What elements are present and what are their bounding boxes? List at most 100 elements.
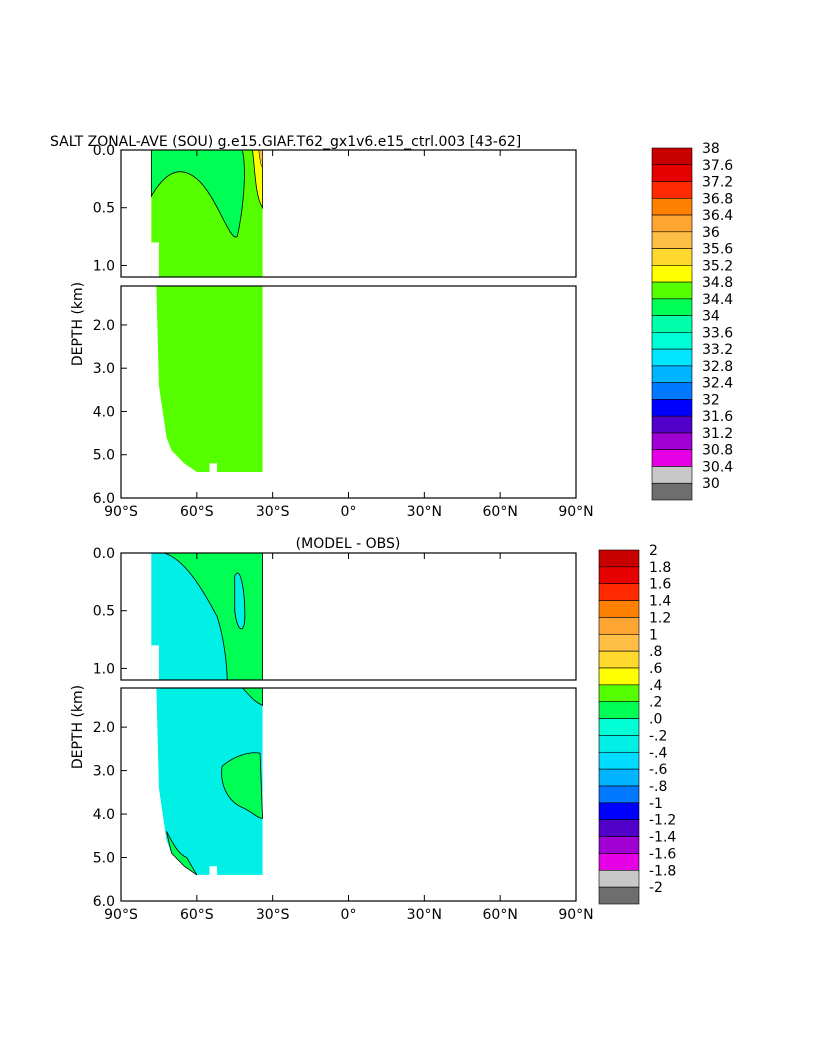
colorbar-swatch bbox=[651, 348, 693, 367]
colorbar-swatch bbox=[598, 768, 640, 787]
colorbar-swatch bbox=[651, 365, 693, 383]
colorbar-label: 33.6 bbox=[702, 325, 733, 341]
colorbar-swatch bbox=[651, 315, 693, 333]
x-tick-label: 0° bbox=[341, 907, 357, 923]
colorbar-label: 37.6 bbox=[702, 158, 733, 174]
colorbar-label: 38 bbox=[702, 141, 720, 157]
y-axis-label: DEPTH (km) bbox=[70, 685, 86, 769]
field-layer bbox=[151, 552, 263, 876]
x-axis: 90°S 60°S 30°S 0° 30°N 60°N 90°N bbox=[104, 553, 594, 923]
y-tick-label: 3.0 bbox=[93, 764, 115, 780]
colorbar-swatch bbox=[651, 298, 693, 316]
colorbar-label: 36.4 bbox=[702, 208, 733, 224]
colorbar-swatch bbox=[598, 617, 640, 635]
colorbar-label: 32.8 bbox=[702, 359, 733, 375]
colorbar-label: -.6 bbox=[649, 762, 668, 778]
colorbar-swatch bbox=[651, 248, 693, 266]
colorbar-swatch bbox=[598, 566, 640, 585]
colorbar-label: 1.4 bbox=[649, 594, 671, 610]
colorbar-swatch bbox=[651, 449, 693, 467]
colorbar-label: 34.4 bbox=[702, 292, 733, 308]
x-tick-label: 60°N bbox=[483, 504, 518, 520]
colorbar-label: 1 bbox=[649, 627, 658, 643]
colorbar-swatch bbox=[598, 886, 640, 905]
colorbar-label: 33.2 bbox=[702, 342, 733, 358]
y-tick-label: 0.5 bbox=[93, 201, 115, 217]
colorbar-swatch bbox=[598, 549, 640, 568]
y-tick-label: 1.0 bbox=[93, 258, 115, 274]
x-tick-label: 90°N bbox=[558, 907, 593, 923]
y-tick-label: 2.0 bbox=[93, 318, 115, 334]
colorbar-swatch bbox=[651, 281, 693, 300]
colorbar-label: .0 bbox=[649, 712, 662, 728]
panel-title: (MODEL - OBS) bbox=[296, 536, 401, 552]
colorbar-label: 2 bbox=[649, 543, 658, 559]
y-tick-label: 1.0 bbox=[93, 661, 115, 677]
x-tick-label: 60°S bbox=[180, 907, 214, 923]
y-axis: 0.0 0.5 1.0 2.0 3.0 4.0 5.0 6.0 DEPTH (km) bbox=[70, 143, 127, 507]
colorbar-swatch bbox=[651, 415, 693, 434]
colorbar-label: 30.8 bbox=[702, 443, 733, 459]
colorbar-swatch bbox=[598, 684, 640, 703]
colorbar-swatch bbox=[598, 802, 640, 821]
y-tick-label: 4.0 bbox=[93, 404, 115, 420]
colorbar-swatch bbox=[598, 633, 640, 652]
field-region bbox=[166, 831, 198, 876]
colorbar-label: 1.8 bbox=[649, 560, 671, 576]
colorbar-swatch bbox=[598, 836, 640, 854]
colorbar-swatch bbox=[651, 466, 693, 484]
y-tick-label: 0.0 bbox=[93, 546, 115, 562]
y-tick-label: 5.0 bbox=[93, 851, 115, 867]
colorbar-label: -1.4 bbox=[649, 830, 676, 846]
colorbar-label: -1.6 bbox=[649, 846, 676, 862]
colorbar-label: 36.8 bbox=[702, 191, 733, 207]
x-tick-label: 30°S bbox=[256, 504, 290, 520]
colorbar-label: 31.2 bbox=[702, 426, 733, 442]
x-tick-label: 30°N bbox=[407, 907, 442, 923]
x-tick-label: 90°N bbox=[558, 504, 593, 520]
x-tick-label: 30°N bbox=[407, 504, 442, 520]
colorbar-swatch bbox=[651, 482, 693, 501]
colorbar-swatch bbox=[651, 231, 693, 249]
colorbar-swatch bbox=[651, 147, 693, 166]
x-tick-label: 90°S bbox=[104, 907, 138, 923]
x-tick-label: 60°S bbox=[180, 504, 214, 520]
field-region bbox=[241, 687, 263, 706]
colorbar-swatch bbox=[651, 432, 693, 451]
y-tick-label: 2.0 bbox=[93, 720, 115, 736]
colorbar-label: 35.6 bbox=[702, 242, 733, 258]
figure-title: SALT ZONAL-AVE (SOU) g.e15.GIAF.T62_gx1v… bbox=[50, 134, 521, 150]
y-axis: 0.0 0.5 1.0 2.0 3.0 4.0 5.0 6.0 DEPTH (km) bbox=[70, 546, 127, 910]
colorbar-swatch bbox=[598, 718, 640, 736]
colorbar-label: -1 bbox=[649, 796, 663, 812]
colorbar-swatch bbox=[598, 735, 640, 753]
field-region bbox=[150, 149, 245, 238]
field-region bbox=[258, 149, 263, 168]
y-tick-label: 5.0 bbox=[93, 448, 115, 464]
land-mask bbox=[151, 645, 159, 680]
x-axis: 90°S 60°S 30°S 0° 30°N 60°N 90°N bbox=[104, 150, 594, 520]
colorbar-swatch bbox=[598, 600, 640, 618]
field-region bbox=[156, 286, 263, 473]
colorbar-label: 34.8 bbox=[702, 275, 733, 291]
colorbar-label: .2 bbox=[649, 695, 662, 711]
colorbar-label: 34 bbox=[702, 309, 720, 325]
colorbar-label: 32 bbox=[702, 392, 720, 408]
colorbar-swatch bbox=[598, 701, 640, 719]
colorbar-label: .6 bbox=[649, 661, 662, 677]
colorbar-label: 1.6 bbox=[649, 577, 671, 593]
colorbar-label: 30.4 bbox=[702, 459, 733, 475]
y-tick-label: 0.5 bbox=[93, 604, 115, 620]
colorbar-swatch bbox=[651, 181, 693, 199]
field-region bbox=[234, 572, 246, 630]
colorbar-label: -1.2 bbox=[649, 813, 676, 829]
y-tick-label: 0.0 bbox=[93, 143, 115, 159]
colorbar-label: 37.2 bbox=[702, 175, 733, 191]
x-tick-label: 90°S bbox=[104, 504, 138, 520]
colorbar-swatch bbox=[651, 265, 693, 283]
colorbar-label: 35.2 bbox=[702, 258, 733, 274]
colorbar-label: -1.8 bbox=[649, 863, 676, 879]
colorbar: 3837.637.236.836.43635.635.234.834.43433… bbox=[651, 141, 733, 501]
land-mask bbox=[151, 242, 159, 277]
